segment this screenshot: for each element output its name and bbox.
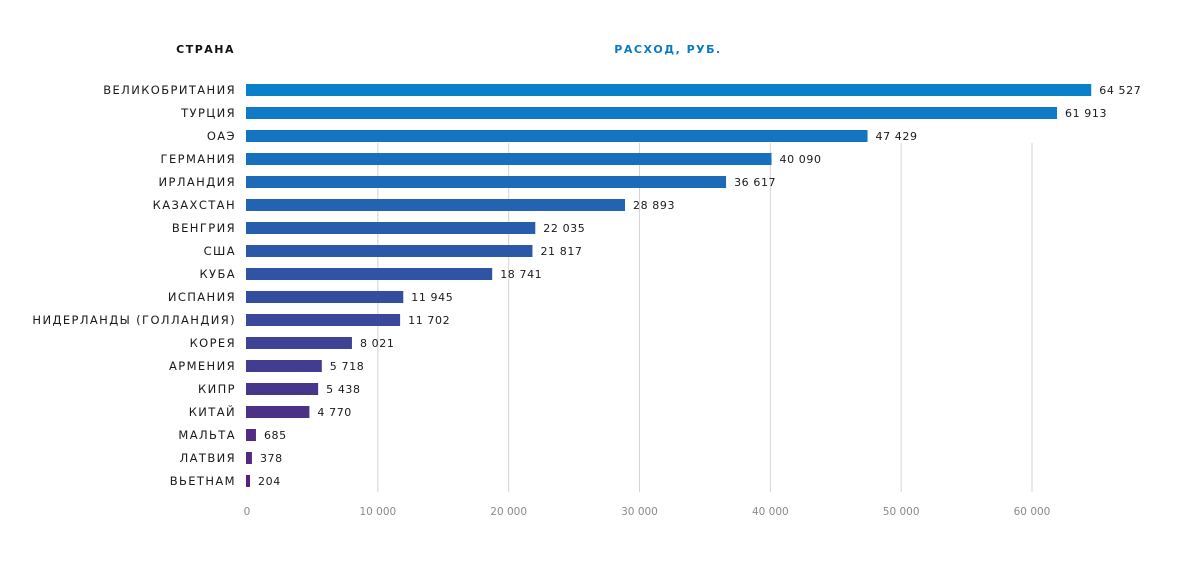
value-label: 61 913 bbox=[1065, 107, 1107, 120]
category-label: КОРЕЯ bbox=[190, 336, 236, 350]
value-label: 28 893 bbox=[633, 199, 675, 212]
bar bbox=[246, 314, 401, 326]
x-tick-label: 30 000 bbox=[621, 506, 658, 518]
bar bbox=[246, 475, 250, 487]
value-label: 18 741 bbox=[500, 268, 542, 281]
category-label: ВЕНГРИЯ bbox=[172, 221, 236, 235]
category-label: ИСПАНИЯ bbox=[168, 290, 236, 304]
category-label: АРМЕНИЯ bbox=[169, 359, 236, 373]
category-label: КИПР bbox=[198, 382, 236, 396]
bars: ВЕЛИКОБРИТАНИЯ 64 527 ТУРЦИЯ 61 913 ОАЭ 47 42… bbox=[32, 83, 1141, 488]
category-label: КАЗАХСТАН bbox=[153, 198, 236, 212]
x-tick-label: 20 000 bbox=[490, 506, 527, 518]
category-label: США bbox=[204, 244, 236, 258]
value-label: 64 527 bbox=[1099, 84, 1141, 97]
bar bbox=[246, 337, 352, 349]
category-label: МАЛЬТА bbox=[178, 428, 236, 442]
bar bbox=[246, 245, 533, 257]
value-label: 22 035 bbox=[543, 222, 585, 235]
category-column-title: СТРАНА bbox=[176, 43, 235, 56]
value-label: 11 702 bbox=[408, 314, 450, 327]
category-label: КИТАЙ bbox=[189, 404, 236, 419]
category-label: ОАЭ bbox=[207, 129, 236, 143]
value-label: 378 bbox=[260, 452, 283, 465]
category-label: ВЕЛИКОБРИТАНИЯ bbox=[103, 83, 236, 97]
bar bbox=[246, 153, 772, 165]
value-label: 685 bbox=[264, 429, 287, 442]
value-label: 40 090 bbox=[780, 153, 822, 166]
bar bbox=[246, 176, 727, 188]
bar bbox=[246, 429, 256, 441]
bar bbox=[246, 107, 1058, 119]
bar bbox=[246, 406, 310, 418]
bar bbox=[246, 452, 252, 464]
value-label: 4 770 bbox=[317, 406, 352, 419]
value-label: 11 945 bbox=[411, 291, 453, 304]
category-label: ТУРЦИЯ bbox=[180, 106, 236, 120]
bar bbox=[246, 84, 1092, 96]
bar bbox=[246, 199, 626, 211]
category-label: ГЕРМАНИЯ bbox=[161, 152, 236, 166]
grid-lines bbox=[377, 143, 1033, 492]
x-tick-label: 0 bbox=[244, 506, 251, 518]
x-axis-ticks: 0 10 000 20 000 30 000 40 000 50 000 60 000 bbox=[244, 506, 1051, 518]
x-tick-label: 50 000 bbox=[883, 506, 920, 518]
bar bbox=[246, 268, 493, 280]
x-tick-label: 40 000 bbox=[752, 506, 789, 518]
bar bbox=[246, 291, 404, 303]
value-label: 47 429 bbox=[876, 130, 918, 143]
value-label: 204 bbox=[258, 475, 281, 488]
category-label: ВЬЕТНАМ bbox=[170, 474, 236, 488]
value-label: 8 021 bbox=[360, 337, 395, 350]
x-tick-label: 60 000 bbox=[1014, 506, 1051, 518]
bar bbox=[246, 222, 536, 234]
category-label: НИДЕРЛАНДЫ (ГОЛЛАНДИЯ) bbox=[32, 313, 236, 327]
category-label: ЛАТВИЯ bbox=[180, 451, 236, 465]
value-label: 5 718 bbox=[330, 360, 365, 373]
value-label: 5 438 bbox=[326, 383, 361, 396]
bar bbox=[246, 383, 319, 395]
bar bbox=[246, 130, 868, 142]
category-label: ИРЛАНДИЯ bbox=[159, 175, 236, 189]
category-label: КУБА bbox=[199, 267, 236, 281]
x-tick-label: 10 000 bbox=[359, 506, 396, 518]
value-label: 36 617 bbox=[734, 176, 776, 189]
value-label: 21 817 bbox=[540, 245, 582, 258]
value-column-title: РАСХОД, РУБ. bbox=[614, 43, 721, 56]
bar bbox=[246, 360, 322, 372]
